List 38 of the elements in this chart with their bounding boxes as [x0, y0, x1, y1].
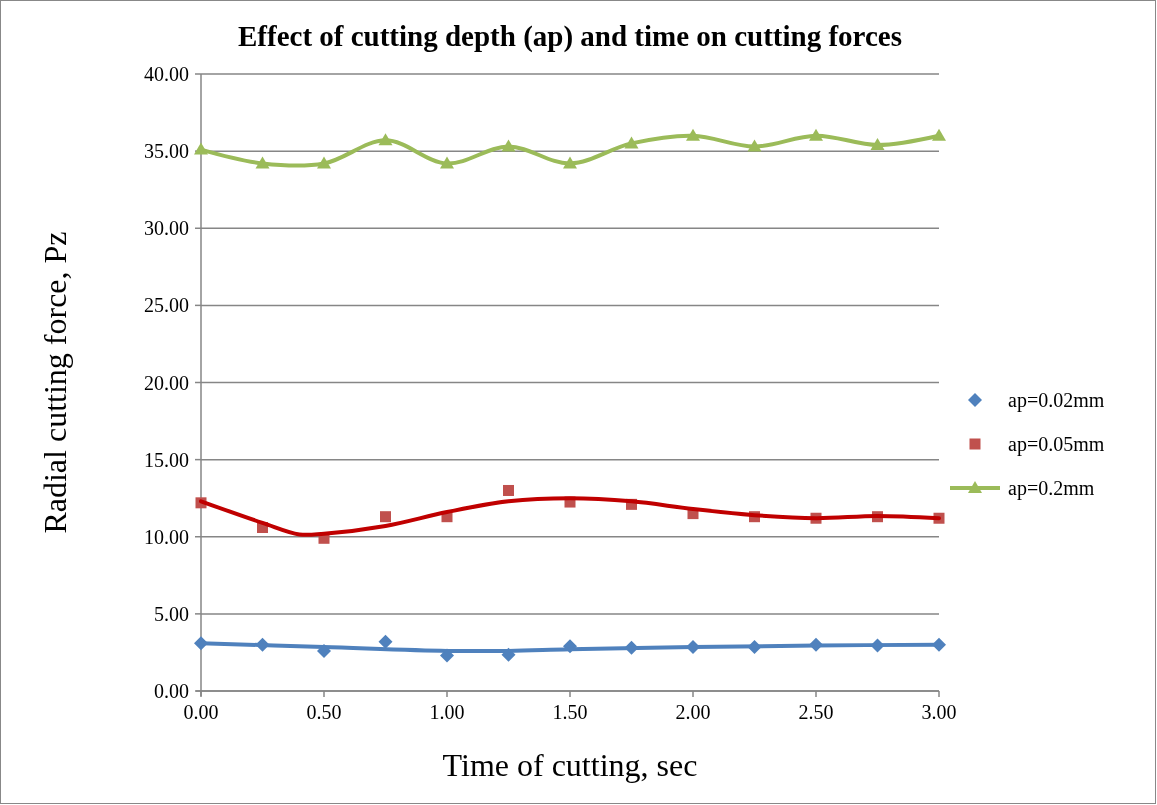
x-tick-label: 2.50	[798, 701, 834, 723]
y-tick-label: 40.00	[144, 63, 189, 85]
y-tick-label: 10.00	[144, 525, 189, 548]
legend-label: ap=0.02mm	[1008, 389, 1105, 412]
y-tick-label: 0.00	[154, 680, 189, 702]
y-tick-label: 5.00	[154, 602, 189, 625]
point	[503, 484, 514, 496]
legend-label: ap=0.05mm	[1008, 433, 1105, 456]
y-axis-title: Radial cutting force, Pz	[37, 231, 73, 534]
point	[932, 128, 946, 141]
point	[380, 511, 391, 523]
point	[624, 136, 639, 149]
y-tick-label: 30.00	[144, 217, 189, 240]
point	[255, 156, 270, 169]
x-tick-label: 2.00	[675, 701, 711, 723]
point	[378, 133, 393, 146]
x-tick-label: 0.00	[183, 701, 219, 723]
point	[870, 137, 885, 150]
y-tick-label: 25.00	[144, 294, 189, 317]
x-tick-label: 0.50	[306, 701, 342, 723]
point	[194, 142, 208, 155]
point	[378, 634, 393, 649]
point	[317, 156, 331, 169]
chart-title: Effect of cutting depth (ap) and time on cutting forces	[238, 20, 902, 53]
y-tick-label: 35.00	[144, 140, 189, 163]
point	[686, 128, 700, 141]
point	[809, 128, 823, 141]
point	[563, 156, 577, 169]
y-tick-label: 15.00	[144, 448, 189, 471]
legend-label: ap=0.2mm	[1008, 477, 1095, 500]
point	[501, 139, 516, 152]
point	[747, 139, 762, 152]
point	[440, 156, 454, 169]
y-tick-label: 20.00	[144, 371, 189, 394]
x-tick-label: 1.00	[429, 701, 465, 723]
x-tick-label: 1.50	[552, 701, 588, 723]
x-tick-label: 3.00	[921, 701, 957, 723]
x-axis-title: Time of cutting, sec	[442, 747, 698, 783]
